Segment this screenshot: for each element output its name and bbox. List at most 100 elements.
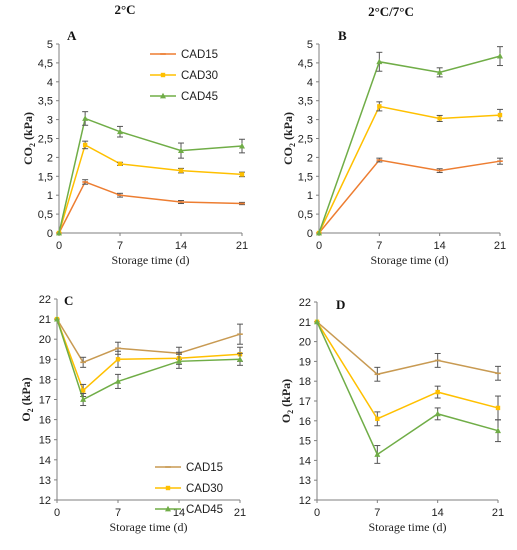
legend-label: CAD15	[181, 49, 218, 61]
legend-label: CAD30	[181, 70, 218, 82]
y-axis-title-main: O	[279, 414, 293, 423]
legend-swatch-marker	[165, 505, 171, 512]
data-point	[80, 396, 87, 402]
panel-d: 12 13 14 15 16 17 18 19 20 21 22 0 7 14 21 Storage time…	[279, 297, 504, 534]
y-tick-label: 4,5	[38, 58, 53, 70]
y-tick-label: 18	[299, 376, 311, 388]
x-tick-label: 14	[432, 507, 444, 519]
legend-label: CAD45	[186, 504, 223, 516]
y-tick-label: 5	[307, 39, 313, 51]
y-tick-label: 19	[39, 354, 51, 366]
series-cad45	[316, 46, 503, 236]
series-cad30	[314, 319, 501, 427]
legend-swatch-marker	[160, 92, 166, 99]
series-cad45	[314, 318, 501, 464]
x-tick-label: 21	[234, 507, 246, 519]
panel-letter: D	[336, 297, 345, 312]
y-tick-label: 2,5	[298, 134, 313, 146]
legend-label: CAD30	[186, 483, 223, 495]
y-tick-label: 1	[307, 190, 313, 202]
y-tick-label: 1,5	[298, 171, 313, 183]
series-cad30	[316, 101, 503, 236]
y-tick-label: 21	[299, 317, 311, 329]
data-point	[54, 315, 60, 322]
legend: CAD15 CAD30 CAD45	[150, 49, 218, 103]
x-tick-label: 0	[316, 240, 322, 252]
x-tick-label: 14	[175, 240, 187, 252]
panel-letter: B	[338, 28, 347, 43]
panel-letter: C	[64, 293, 73, 308]
y-axis-title-sub: 2	[288, 143, 297, 147]
y-axis-title-unit: (kPa)	[19, 377, 33, 408]
y-tick-label: 0,5	[38, 209, 53, 221]
data-point	[495, 427, 501, 434]
data-point	[377, 104, 382, 109]
y-axis-title-sub: 2	[28, 143, 37, 147]
y-tick-label: 16	[39, 415, 51, 427]
y-tick-label: 4,5	[298, 58, 313, 70]
x-axis-title: Storage time (d)	[371, 253, 449, 267]
y-tick-label: 20	[39, 334, 51, 346]
series-line	[58, 143, 243, 234]
panel-c: 12 13 14 15 16 17 18 19 20 21 22 0 7 14 21 Storage time…	[19, 293, 246, 534]
y-tick-label: 12	[299, 495, 311, 507]
data-point	[497, 52, 503, 59]
series-line	[318, 55, 501, 234]
series-line	[318, 105, 501, 234]
series-line	[56, 318, 241, 392]
y-tick-label: 1,5	[38, 171, 53, 183]
data-point	[434, 410, 441, 417]
y-axis-title-main: O	[19, 412, 33, 421]
data-point	[80, 388, 86, 393]
column-title-right: 2°C/7°C	[368, 4, 414, 19]
series-line	[58, 181, 243, 234]
x-axis-title: Storage time (d)	[110, 520, 188, 534]
data-point	[237, 356, 243, 362]
data-point	[56, 229, 62, 236]
y-tick-label: 12	[39, 495, 51, 507]
x-tick-label: 14	[173, 507, 185, 519]
series-cad30	[54, 316, 243, 397]
y-tick-label: 4	[47, 77, 53, 89]
y-axis-title-main: CO	[281, 147, 295, 165]
data-point	[497, 112, 503, 118]
y-tick-label: 3,5	[38, 96, 53, 108]
series-line	[316, 321, 499, 420]
y-tick-label: 3,5	[298, 96, 313, 108]
data-point	[115, 357, 121, 362]
data-point	[176, 358, 182, 364]
series-line	[58, 117, 243, 234]
y-tick-label: 15	[39, 435, 51, 447]
y-tick-label: 22	[39, 294, 51, 306]
y-tick-label: 13	[39, 475, 51, 487]
y-tick-label: 16	[299, 416, 311, 428]
y-axis-title-unit: (kPa)	[21, 112, 35, 143]
x-tick-label: 21	[236, 240, 248, 252]
y-tick-label: 2,5	[38, 134, 53, 146]
y-tick-label: 0,5	[298, 209, 313, 221]
y-axis-title-sub: 2	[286, 410, 295, 414]
y-tick-label: 22	[299, 297, 311, 309]
x-tick-label: 0	[314, 507, 320, 519]
data-point	[82, 142, 88, 148]
series-line	[316, 321, 499, 456]
data-point	[495, 405, 501, 411]
data-point	[437, 116, 442, 121]
y-tick-label: 1	[47, 190, 53, 202]
legend-swatch-marker	[165, 485, 171, 491]
y-tick-label: 3	[47, 115, 53, 127]
x-tick-label: 21	[492, 507, 504, 519]
series-cad30	[56, 140, 245, 236]
data-point	[376, 58, 383, 65]
y-tick-label: 3	[307, 115, 313, 127]
y-tick-label: 4	[307, 77, 313, 89]
y-tick-label: 15	[299, 436, 311, 448]
y-tick-label: 13	[299, 475, 311, 487]
data-point	[117, 161, 123, 167]
y-tick-label: 14	[299, 455, 311, 467]
legend-swatch-marker	[160, 72, 166, 78]
data-point	[436, 69, 443, 75]
y-tick-label: 0	[307, 228, 313, 240]
y-tick-label: 17	[299, 396, 311, 408]
